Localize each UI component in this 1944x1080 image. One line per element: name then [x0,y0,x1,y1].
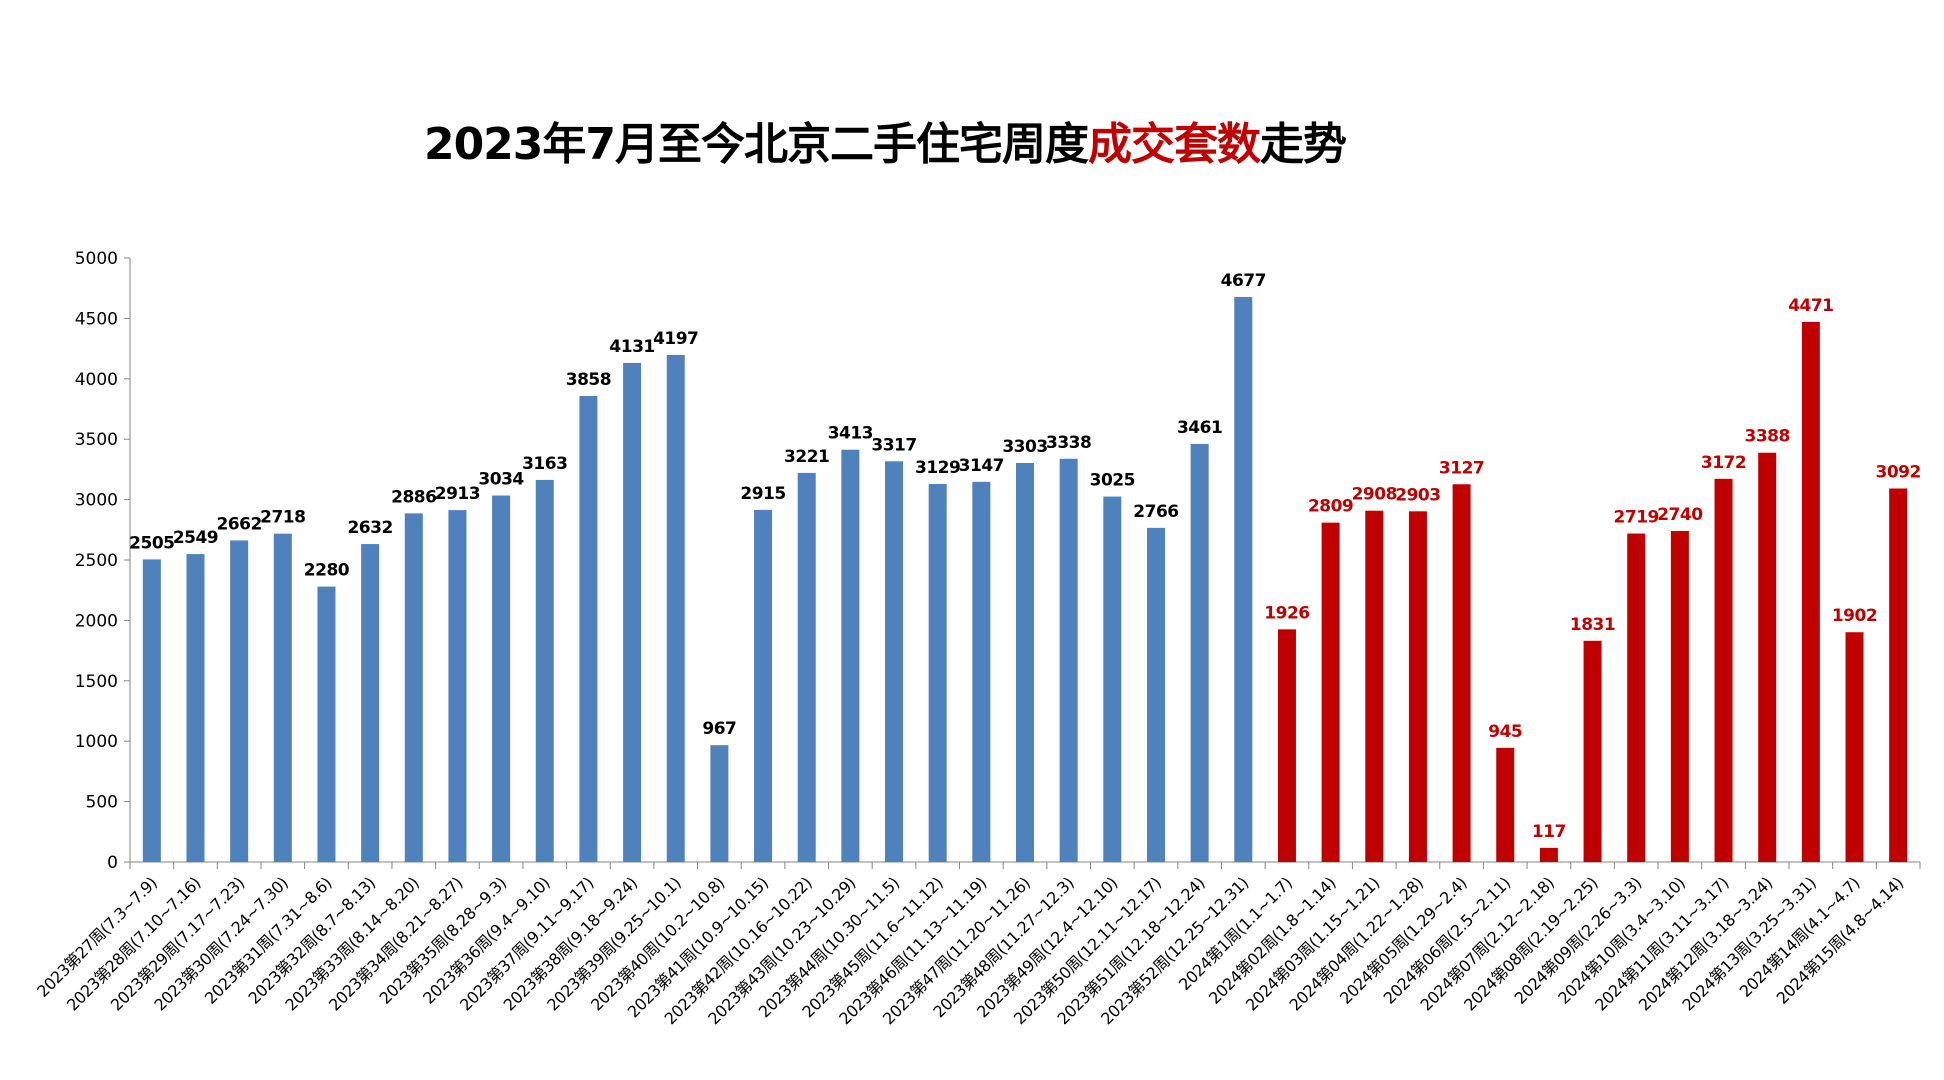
y-tick-label: 500 [86,793,118,813]
bar [579,395,598,862]
bar [317,586,336,862]
data-label: 4197 [653,329,698,349]
y-tick-label: 4500 [75,309,118,329]
data-label: 3127 [1439,458,1484,478]
data-label: 2903 [1395,485,1440,505]
bar [972,481,991,862]
bar [1801,321,1820,862]
data-label: 3092 [1876,462,1921,482]
data-label: 2632 [347,518,392,538]
data-label: 3338 [1046,433,1091,453]
y-tick-label: 4000 [75,370,118,390]
y-tick-label: 2000 [75,611,118,631]
data-label: 2718 [260,508,305,528]
bar [1539,847,1558,862]
y-tick-label: 1500 [75,672,118,692]
data-label: 3303 [1002,437,1047,457]
bar [1103,496,1122,862]
data-label: 4677 [1221,271,1266,291]
data-label: 2915 [740,484,785,504]
data-label: 3221 [784,447,829,467]
bar [797,472,816,862]
bar [1016,462,1034,862]
bar [535,479,554,862]
bar [1321,522,1340,862]
data-label: 2549 [173,528,218,548]
bar [1059,458,1078,862]
bar [928,484,947,862]
bar [186,554,205,862]
bar [1670,531,1689,862]
data-label: 2719 [1614,508,1659,528]
title-part2: 走势 [1260,119,1347,170]
title-part1: 2023年7月至今北京二手住宅周度 [423,119,1089,170]
data-label: 3388 [1745,427,1790,447]
data-label: 3172 [1701,453,1746,473]
bar [1452,484,1471,862]
bar [754,509,773,862]
bar [1190,443,1209,862]
bar [841,449,860,862]
data-label: 3461 [1177,418,1222,438]
bar [1234,297,1253,862]
title-highlight: 成交套数 [1088,119,1261,170]
data-label: 4131 [609,337,654,357]
data-label: 2766 [1133,502,1178,522]
data-label: 3858 [566,370,611,390]
bar [1365,510,1384,862]
bar [142,559,161,862]
y-tick-label: 5000 [75,249,118,269]
data-label: 117 [1532,822,1566,842]
bar [885,461,904,862]
data-label: 2505 [129,533,174,553]
data-label: 4471 [1788,296,1833,316]
data-label: 3034 [478,469,524,489]
data-label: 3413 [828,424,873,444]
data-label: 1831 [1570,615,1615,635]
y-tick-label: 3500 [75,430,118,450]
y-tick-label: 1000 [75,732,118,752]
data-label: 2280 [304,561,350,581]
data-label: 2886 [391,487,436,507]
bar [1714,478,1733,862]
bar [492,495,511,862]
data-label: 1926 [1264,603,1309,623]
bar [1889,488,1908,862]
data-label: 2662 [216,514,261,534]
bar [1583,640,1602,862]
bar [623,362,642,862]
data-label: 945 [1488,722,1522,742]
y-tick-label: 3000 [75,491,118,511]
data-label: 1902 [1832,606,1877,626]
bar [448,510,467,862]
data-label: 2740 [1657,505,1703,525]
bar [273,533,292,862]
bar [1845,632,1864,862]
data-label: 3317 [871,435,916,455]
data-label: 3163 [522,454,567,474]
chart-title: 2023年7月至今北京二手住宅周度成交套数走势 [0,108,1770,172]
bar [361,544,380,862]
data-label: 2913 [435,484,480,504]
data-label: 3129 [915,458,960,478]
data-label: 3025 [1090,471,1135,491]
bar [1496,747,1515,862]
data-label: 967 [702,719,736,739]
bar [710,745,729,862]
data-label: 2809 [1308,497,1353,517]
data-label: 3147 [959,456,1004,476]
y-tick-label: 0 [107,853,118,873]
bar [1408,511,1427,862]
bar [1758,452,1777,862]
y-tick-label: 2500 [75,551,118,571]
bar [1146,527,1165,862]
bar [1627,533,1646,862]
bar [666,355,685,862]
bar [230,540,249,862]
bar [1277,629,1296,862]
data-label: 2908 [1352,485,1397,505]
bar [404,513,423,862]
